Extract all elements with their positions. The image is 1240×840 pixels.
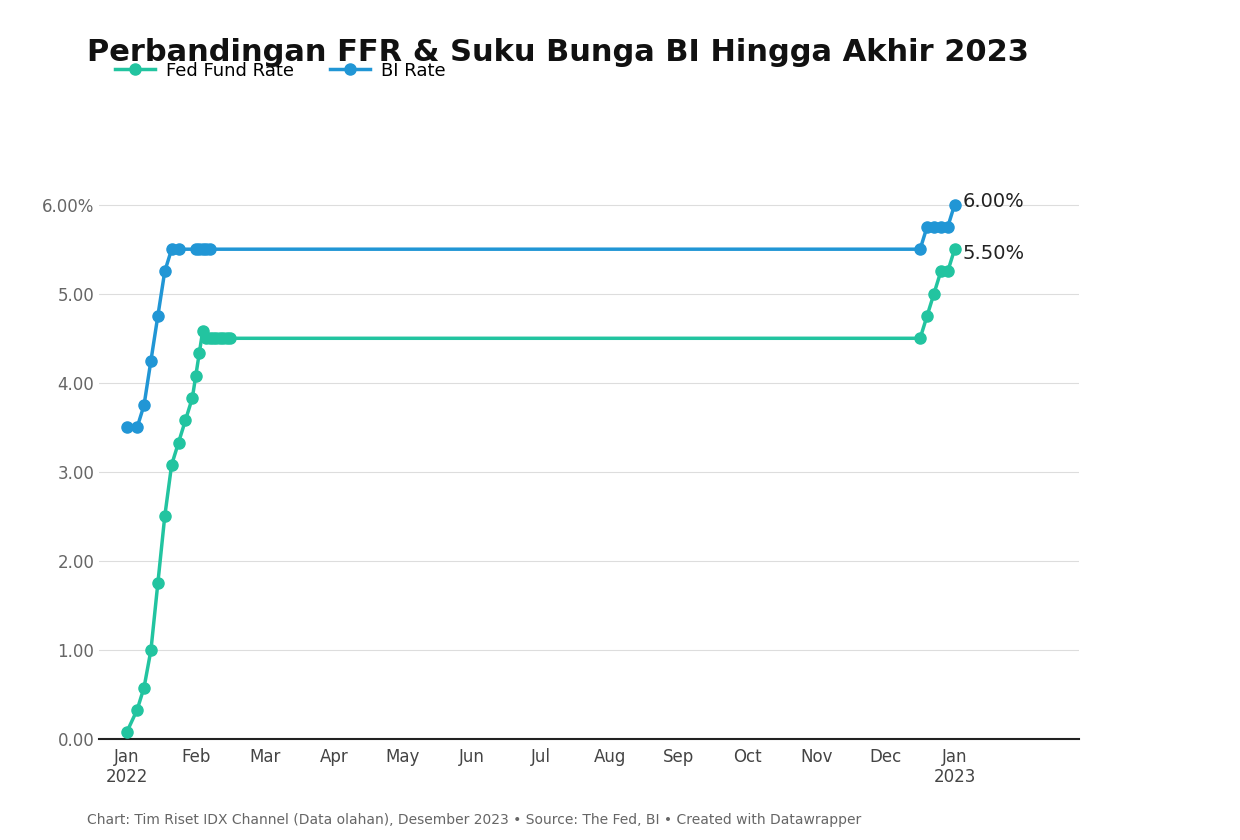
Text: 5.50%: 5.50% <box>963 244 1025 263</box>
Text: Chart: Tim Riset IDX Channel (Data olahan), Desember 2023 • Source: The Fed, BI : Chart: Tim Riset IDX Channel (Data olaha… <box>87 813 861 827</box>
Text: Perbandingan FFR & Suku Bunga BI Hingga Akhir 2023: Perbandingan FFR & Suku Bunga BI Hingga … <box>87 38 1029 67</box>
Legend: Fed Fund Rate, BI Rate: Fed Fund Rate, BI Rate <box>108 55 453 87</box>
Text: 6.00%: 6.00% <box>963 192 1024 212</box>
